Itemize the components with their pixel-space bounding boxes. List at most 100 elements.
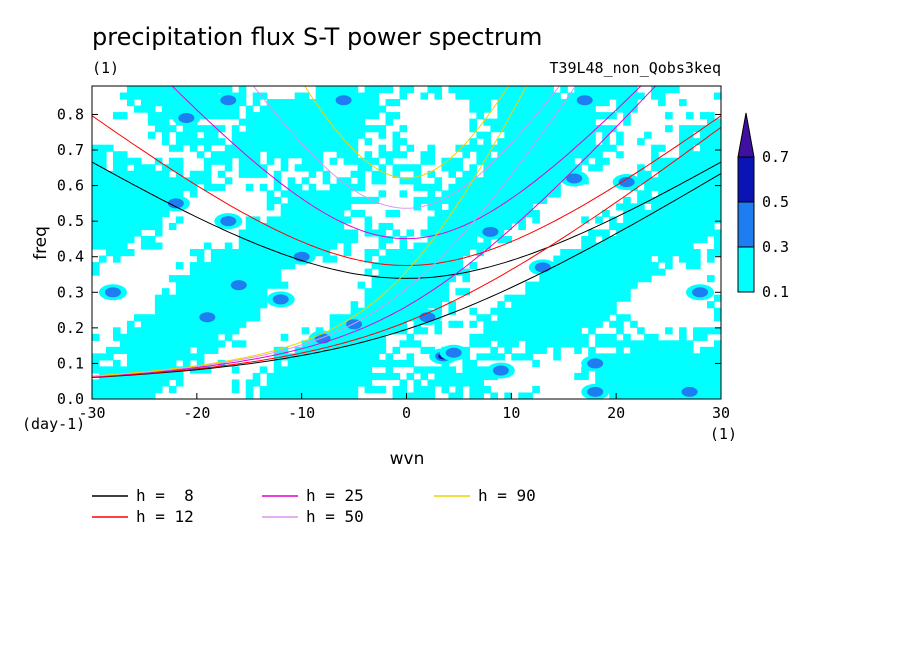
heatmap-cell bbox=[140, 105, 149, 113]
heatmap-cell bbox=[196, 151, 205, 159]
heatmap-cell bbox=[672, 164, 680, 172]
heatmap-cell bbox=[252, 157, 261, 165]
heatmap-cell bbox=[154, 333, 163, 341]
heatmap-cell bbox=[707, 229, 715, 237]
heatmap-cell bbox=[525, 320, 533, 328]
heatmap-cell bbox=[525, 196, 533, 204]
heatmap-cell bbox=[364, 353, 373, 361]
heatmap-cell bbox=[350, 346, 359, 354]
heatmap-cell bbox=[469, 183, 477, 191]
heatmap-cell bbox=[525, 151, 533, 159]
heatmap-cell bbox=[350, 131, 359, 139]
heatmap-cell bbox=[203, 164, 212, 172]
heatmap-cell bbox=[602, 242, 610, 250]
heatmap-cell bbox=[182, 99, 191, 107]
heatmap-cell bbox=[420, 229, 429, 237]
heatmap-cell bbox=[92, 235, 100, 244]
heatmap-cell bbox=[210, 268, 219, 276]
heatmap-cell bbox=[203, 327, 212, 335]
heatmap-cell bbox=[644, 235, 652, 244]
heatmap-cell bbox=[189, 190, 198, 198]
heatmap-cell bbox=[511, 112, 519, 120]
heatmap-cell bbox=[567, 105, 575, 113]
heatmap-cell bbox=[231, 301, 240, 309]
heatmap-cell bbox=[630, 275, 638, 283]
heatmap-cell bbox=[539, 92, 547, 100]
heatmap-cell bbox=[616, 385, 624, 394]
heatmap-cell bbox=[287, 105, 296, 113]
heatmap-cell bbox=[217, 183, 226, 191]
heatmap-cell bbox=[700, 157, 708, 165]
heatmap-cell bbox=[126, 327, 135, 335]
heatmap-cell bbox=[105, 216, 114, 224]
heatmap-cell bbox=[92, 392, 100, 399]
heatmap-cell bbox=[644, 131, 652, 139]
heatmap-cell bbox=[637, 190, 645, 198]
heatmap-cell bbox=[532, 294, 540, 302]
heatmap-cell bbox=[637, 392, 645, 399]
heatmap-cell bbox=[371, 320, 380, 328]
heatmap-cell bbox=[154, 353, 163, 361]
heatmap-cell bbox=[273, 242, 282, 250]
heatmap-cell bbox=[161, 112, 170, 120]
heatmap-cell bbox=[644, 379, 652, 387]
heatmap-cell bbox=[441, 216, 450, 224]
heatmap-cell bbox=[707, 144, 715, 152]
heatmap-cell bbox=[287, 131, 296, 139]
heatmap-cell bbox=[294, 190, 303, 198]
heatmap-cell bbox=[476, 392, 484, 399]
heatmap-cell bbox=[595, 288, 603, 296]
heatmap-cell bbox=[658, 346, 666, 354]
heatmap-cell bbox=[301, 216, 310, 224]
heatmap-cell bbox=[665, 327, 673, 335]
heatmap-cell bbox=[476, 105, 484, 113]
heatmap-cell bbox=[546, 151, 554, 159]
heatmap-cell bbox=[161, 340, 170, 348]
heatmap-cell bbox=[700, 138, 708, 146]
heatmap-cell bbox=[161, 314, 170, 322]
heatmap-cell bbox=[644, 209, 652, 218]
heatmap-cell bbox=[392, 170, 401, 178]
heatmap-cell bbox=[700, 333, 708, 341]
heatmap-cell bbox=[161, 177, 170, 185]
heatmap-cell bbox=[679, 183, 687, 191]
heatmap-cell bbox=[630, 359, 638, 367]
heatmap-cell bbox=[147, 183, 156, 191]
heatmap-cell bbox=[301, 190, 310, 198]
heatmap-cell bbox=[637, 203, 645, 211]
heatmap-cell bbox=[462, 216, 470, 224]
heatmap-cell bbox=[364, 340, 373, 348]
heatmap-cell bbox=[308, 190, 317, 198]
heatmap-cell bbox=[707, 359, 715, 367]
y-tick-label: 0.1 bbox=[57, 354, 84, 372]
heatmap-cell bbox=[658, 144, 666, 152]
hotspot-mid bbox=[272, 294, 289, 305]
heatmap-cell bbox=[92, 196, 100, 204]
heatmap-cell bbox=[588, 235, 596, 244]
heatmap-cell bbox=[476, 249, 484, 257]
heatmap-cell bbox=[686, 235, 694, 244]
heatmap-cell bbox=[392, 392, 401, 399]
heatmap-cell bbox=[525, 138, 533, 146]
heatmap-cell bbox=[154, 340, 163, 348]
hotspot-mid bbox=[220, 95, 237, 106]
heatmap-cell bbox=[161, 353, 170, 361]
heatmap-cell bbox=[217, 255, 226, 263]
heatmap-cell bbox=[553, 99, 561, 107]
heatmap-cell bbox=[623, 385, 631, 394]
heatmap-cell bbox=[490, 203, 498, 211]
heatmap-cell bbox=[644, 255, 652, 263]
heatmap-cell bbox=[553, 275, 561, 283]
heatmap-cell bbox=[189, 138, 198, 146]
heatmap-cell bbox=[518, 112, 526, 120]
heatmap-cell bbox=[581, 262, 589, 270]
heatmap-cell bbox=[644, 262, 652, 270]
heatmap-cell bbox=[196, 288, 205, 296]
heatmap-cell bbox=[392, 268, 401, 276]
heatmap-cell bbox=[175, 307, 184, 315]
heatmap-cell bbox=[182, 359, 191, 367]
heatmap-cell bbox=[343, 157, 352, 165]
heatmap-cell bbox=[364, 294, 373, 302]
heatmap-cell bbox=[427, 281, 436, 289]
heatmap-cell bbox=[469, 242, 477, 250]
